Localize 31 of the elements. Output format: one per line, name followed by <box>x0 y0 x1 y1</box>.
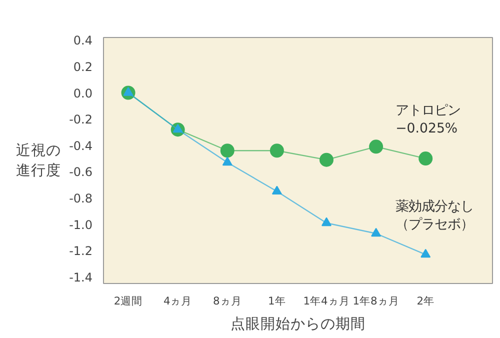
point <box>418 152 433 166</box>
y-tick-label: -0.8 <box>69 191 93 206</box>
x-tick-label: 4ヵ月 <box>163 294 192 308</box>
y-tick-label: 0.0 <box>73 86 93 100</box>
x-tick-label: 2年 <box>416 294 434 308</box>
point <box>222 156 232 166</box>
y-tick-label: 0.4 <box>73 34 93 48</box>
x-tick-label: 1年4ヵ月 <box>303 294 350 308</box>
series-label: 薬効成分なし（プラセボ） <box>396 200 474 233</box>
point <box>270 144 284 158</box>
x-tick-label: 8ヵ月 <box>212 294 242 308</box>
y-tick-label: -1.0 <box>69 218 93 232</box>
point <box>319 152 334 167</box>
y-tick-label: -0.2 <box>69 112 93 127</box>
x-tick-label: 2週間 <box>114 294 143 308</box>
x-tick-label: 1年8ヵ月 <box>352 294 400 308</box>
y-tick-label: -1.2 <box>69 244 93 258</box>
y-tick-label: -0.4 <box>69 138 93 153</box>
y-tick-label: -0.6 <box>69 165 93 180</box>
y-tick-label: 0.2 <box>73 60 93 74</box>
series-label: アトロピン −0.025% <box>396 104 461 137</box>
point <box>220 144 234 158</box>
y-axis-title: 近視の進行度 <box>16 142 62 180</box>
point <box>272 186 282 195</box>
point <box>369 140 384 154</box>
point <box>321 217 332 226</box>
x-axis-title: 点眼開始からの期間 <box>230 316 366 332</box>
point <box>420 248 431 258</box>
point <box>371 228 382 237</box>
x-tick-label: 1年 <box>268 294 286 308</box>
y-tick-label: -1.4 <box>69 270 93 284</box>
